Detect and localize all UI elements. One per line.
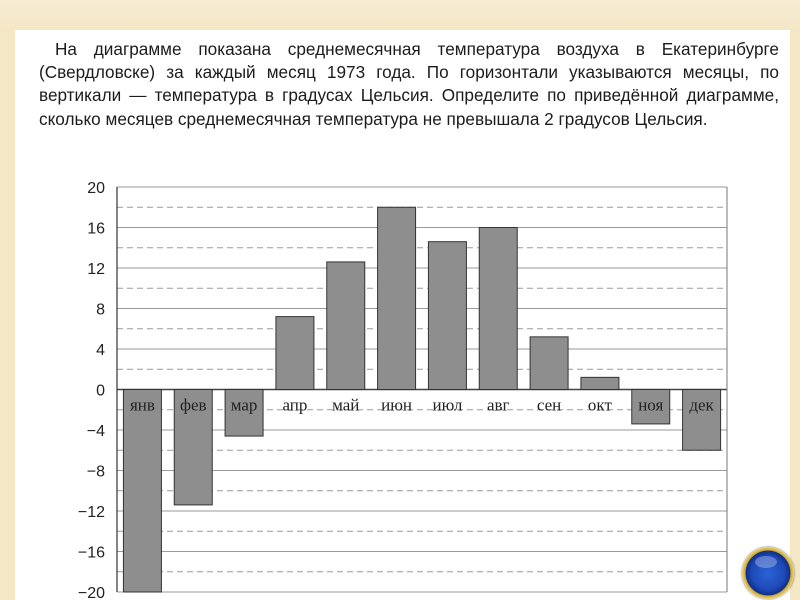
bar-ноя xyxy=(631,389,671,425)
y-tick-label: 4 xyxy=(96,342,105,359)
y-tick-label: 16 xyxy=(87,221,105,238)
y-tick-label: −20 xyxy=(78,585,105,600)
y-tick-label: −16 xyxy=(78,545,105,562)
bar-дек xyxy=(682,389,722,451)
bar-мар xyxy=(224,389,264,437)
y-tick-label: −12 xyxy=(78,504,105,521)
x-tick-label: сен xyxy=(537,396,561,415)
next-slide-button[interactable] xyxy=(742,547,794,599)
y-tick-label: 12 xyxy=(87,261,105,278)
y-tick-label: 20 xyxy=(87,180,105,197)
y-tick-labels: 20 16 12 8 4 0 −4 −8 −12 −16 −20 xyxy=(78,180,105,600)
y-tick-label: 8 xyxy=(96,302,105,319)
y-tick-label: −4 xyxy=(87,423,105,440)
x-tick-label: май xyxy=(332,396,359,415)
temperature-bar-chart: 20 16 12 8 4 0 −4 −8 −12 −16 −20 янв фев мар апр май ию… xyxy=(78,180,728,600)
x-tick-label: авг xyxy=(487,396,510,415)
x-tick-label: мар xyxy=(231,396,258,415)
bar-июл xyxy=(427,241,467,390)
y-tick-label: 0 xyxy=(96,383,105,400)
bar-layer xyxy=(122,206,722,593)
bar-июн xyxy=(377,206,417,390)
bar-апр xyxy=(275,316,315,391)
x-tick-label: окт xyxy=(588,396,613,415)
x-tick-label: дек xyxy=(689,396,714,415)
bar-авг xyxy=(478,227,518,390)
x-tick-label: июн xyxy=(381,396,412,415)
axis-layer xyxy=(116,187,728,592)
x-tick-labels: янв фев мар апр май июн июл авг сен окт ноя дек xyxy=(130,396,715,415)
x-tick-label: фев xyxy=(180,396,207,415)
bar-янв xyxy=(122,389,162,593)
bar-май xyxy=(326,261,366,390)
x-tick-label: ноя xyxy=(638,396,663,415)
slide: На диаграмме показана среднемесячная тем… xyxy=(15,30,794,600)
x-tick-label: июл xyxy=(432,396,462,415)
x-tick-label: янв xyxy=(130,396,155,415)
x-tick-label: апр xyxy=(282,396,307,415)
question-text: На диаграмме показана среднемесячная тем… xyxy=(39,39,779,129)
bar-фев xyxy=(173,389,213,506)
top-band xyxy=(0,0,800,30)
grid-layer xyxy=(117,186,727,593)
y-tick-label: −8 xyxy=(87,464,105,481)
bar-окт xyxy=(580,376,620,391)
bar-сен xyxy=(529,336,569,391)
